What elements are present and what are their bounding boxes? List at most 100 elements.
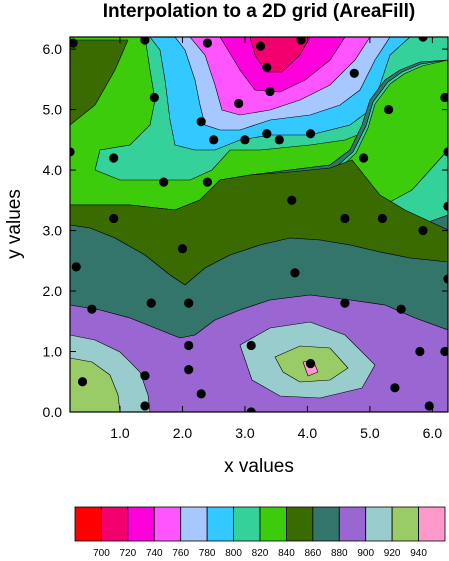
data-point [140, 37, 150, 45]
colorbar-swatch [391, 506, 419, 542]
data-point [305, 359, 316, 369]
data-point [109, 153, 119, 163]
data-point [184, 365, 194, 375]
data-point [234, 98, 244, 109]
x-tick-label: 4.0 [298, 425, 318, 441]
colorbar-label: 920 [384, 548, 401, 559]
colorbar-label: 780 [199, 548, 216, 559]
colorbar-label: 800 [225, 548, 242, 559]
x-tick-label: 1.0 [110, 425, 130, 441]
data-point [443, 274, 448, 284]
data-point [109, 213, 119, 224]
colorbar-swatch [259, 506, 287, 542]
colorbar-swatch [233, 506, 261, 542]
data-point [177, 244, 188, 254]
data-point [443, 147, 448, 157]
data-point [359, 153, 369, 163]
y-tick-label: 3.0 [43, 223, 63, 239]
y-tick-label: 2.0 [43, 283, 63, 299]
data-point [274, 135, 284, 145]
colorbar-label: 880 [331, 548, 348, 559]
data-point [265, 86, 275, 97]
y-axis-label: y values [4, 189, 25, 259]
plot-area [70, 37, 448, 412]
data-point [140, 401, 150, 411]
data-point [443, 201, 448, 211]
colorbar-label: 760 [172, 548, 189, 559]
colorbar-label: 860 [305, 548, 322, 559]
data-point [290, 268, 300, 278]
data-point [196, 389, 206, 399]
data-point [340, 298, 350, 308]
data-point [255, 41, 266, 51]
colorbar-label: 840 [278, 548, 295, 559]
colorbar-swatch [365, 506, 393, 542]
data-point [184, 298, 194, 308]
data-point [415, 346, 425, 357]
data-point [424, 401, 434, 411]
data-points [70, 37, 448, 412]
y-tick-label: 4.0 [43, 162, 63, 178]
y-tick-label: 0.0 [43, 404, 63, 420]
data-point [209, 135, 219, 145]
data-point [296, 37, 306, 45]
y-tick-label: 1.0 [43, 344, 63, 360]
data-point [384, 104, 394, 115]
data-point [87, 304, 97, 314]
data-point [305, 129, 316, 139]
colorbar-swatch [101, 506, 129, 542]
data-point [71, 262, 81, 272]
data-point [77, 377, 88, 387]
data-point [70, 38, 78, 48]
colorbar-swatch [74, 506, 102, 542]
data-point [418, 37, 428, 42]
colorbar-swatch [338, 506, 367, 542]
data-point [202, 177, 213, 187]
data-point [418, 225, 428, 236]
data-point [184, 340, 194, 351]
data-point [246, 340, 256, 351]
x-tick-label: 6.0 [423, 425, 443, 441]
band-lightgreen-left [70, 357, 121, 412]
data-point [396, 304, 406, 314]
chart-title: Interpolation to a 2D grid (AreaFill) [103, 1, 415, 22]
data-point [70, 147, 75, 157]
colorbar: 700 720 740 760 780 800 820 840 860 880 900 920 940 [74, 506, 446, 559]
plot-frame [69, 36, 449, 413]
data-point [349, 68, 359, 78]
data-point [140, 371, 150, 381]
colorbar-swatch [127, 506, 155, 542]
colorbar-label: 940 [410, 548, 427, 559]
data-point [440, 92, 448, 103]
colorbar-swatch [286, 506, 314, 542]
colorbar-swatch [418, 506, 446, 542]
colorbar-label: 740 [146, 548, 163, 559]
colorbar-swatch [180, 506, 208, 542]
y-tick-label: 6.0 [43, 41, 63, 57]
data-point [262, 62, 272, 72]
data-point [196, 117, 206, 127]
colorbar-swatch [153, 506, 182, 542]
colorbar-label: 700 [93, 548, 110, 559]
data-point [146, 298, 156, 308]
colorbar-swatch [312, 506, 340, 542]
x-tick-label: 3.0 [235, 425, 255, 441]
data-point [377, 213, 387, 224]
data-point [149, 92, 159, 103]
data-point [240, 135, 250, 145]
colorbar-swatch [206, 506, 234, 542]
x-tick-label: 5.0 [360, 425, 380, 441]
y-tick-label: 5.0 [43, 102, 63, 118]
data-point [262, 129, 272, 139]
colorbar-label: 720 [120, 548, 137, 559]
axis-ticks: 1.0 2.0 3.0 4.0 5.0 6.0 0.0 1.0 2.0 3.0 4.0 5.0 6.0 [43, 37, 448, 441]
data-point [390, 383, 400, 393]
colorbar-label: 820 [252, 548, 269, 559]
x-tick-label: 2.0 [173, 425, 193, 441]
data-point [246, 407, 256, 412]
data-point [340, 213, 350, 224]
data-point [159, 177, 169, 187]
x-axis-label: x values [224, 456, 294, 477]
data-point [287, 195, 297, 205]
